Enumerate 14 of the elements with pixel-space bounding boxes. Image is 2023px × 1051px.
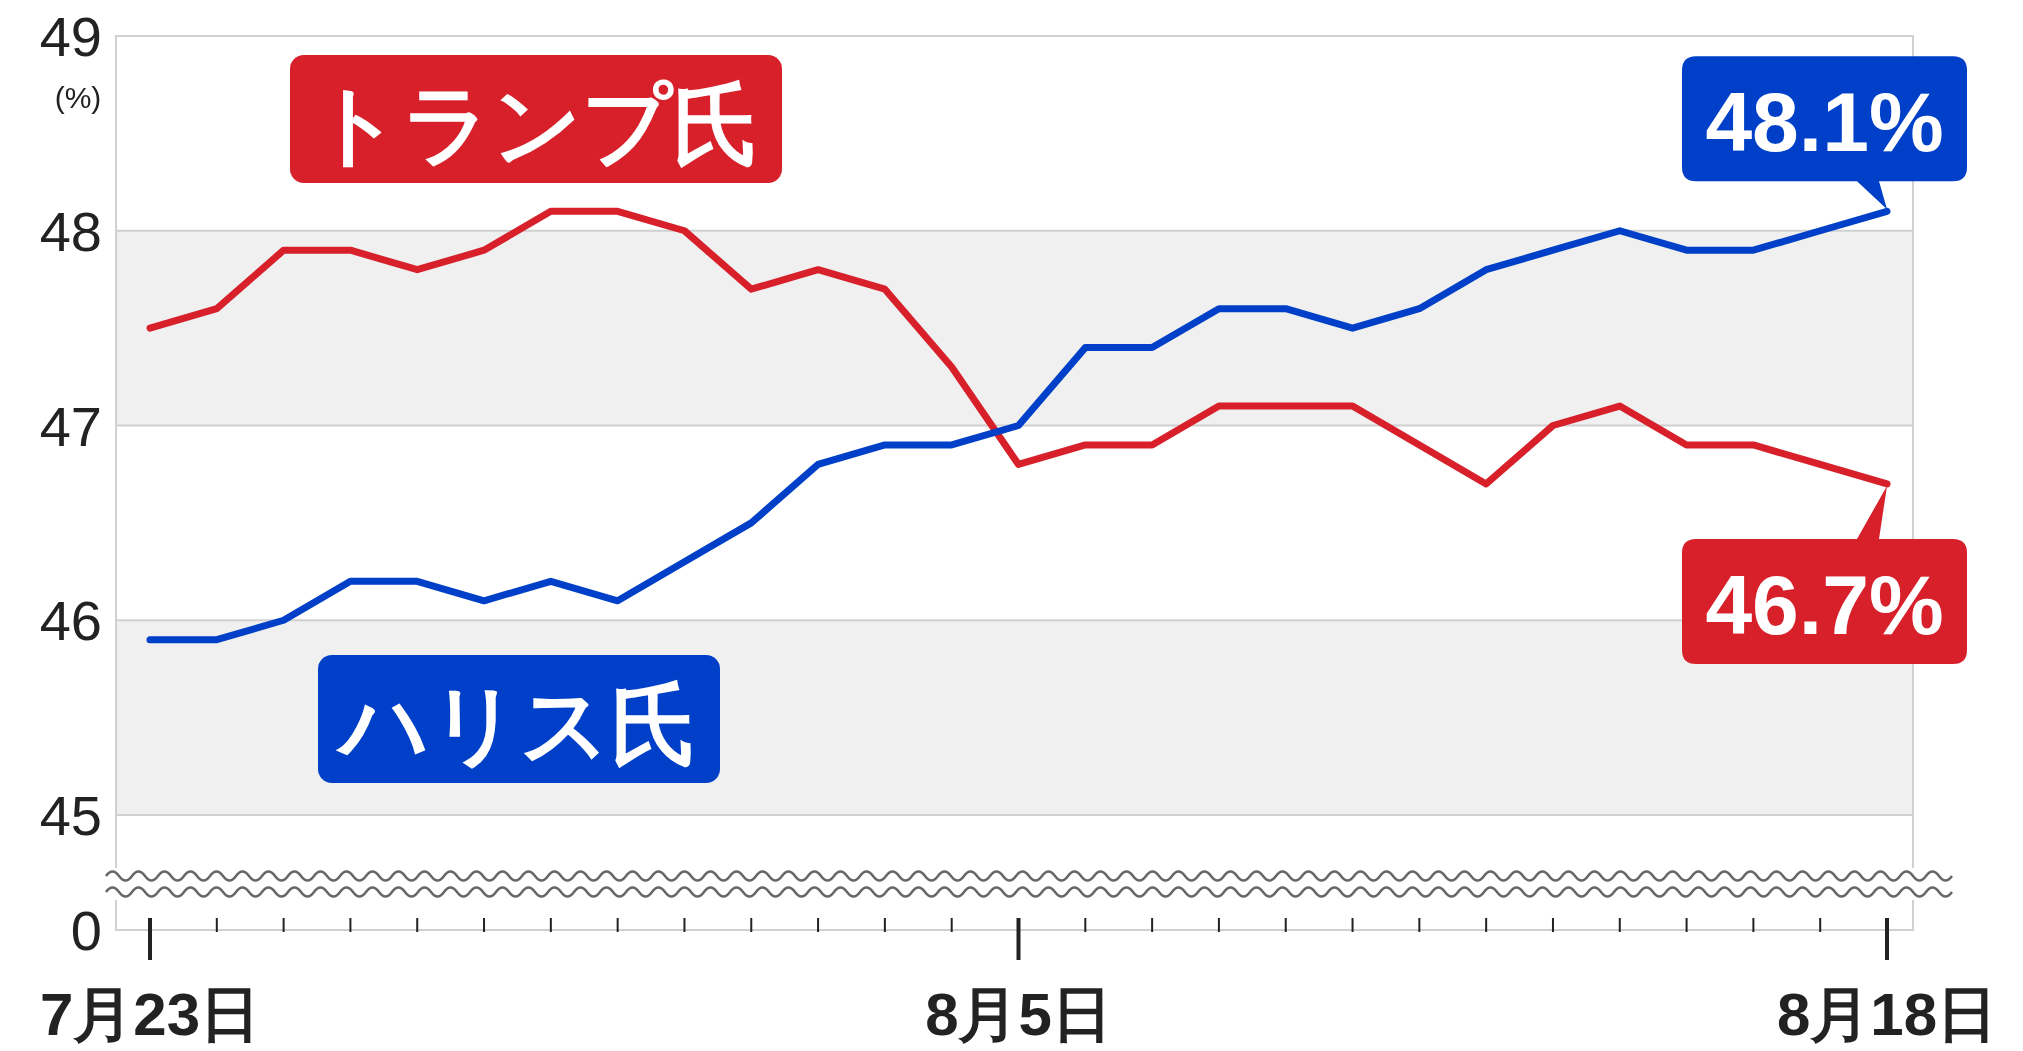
y-tick-label: 49 [39, 5, 102, 68]
data-label: 46.7% [1705, 557, 1944, 652]
x-tick-label: 8月18日 [1776, 981, 1998, 1048]
series-label: トランプ氏 [312, 75, 760, 174]
x-tick-label: 7月23日 [39, 981, 261, 1048]
text: 0 [70, 899, 102, 962]
y-tick-label: 47 [39, 394, 102, 458]
y-axis-title: (%) [54, 81, 102, 114]
data-label: 48.1% [1705, 75, 1944, 170]
y-tick-label: 48 [39, 199, 102, 263]
x-tick-label: 8月5日 [925, 981, 1112, 1048]
series-label: ハリス氏 [335, 675, 698, 774]
y-tick-label: 46 [39, 589, 102, 653]
y-tick-label: 45 [39, 784, 102, 847]
